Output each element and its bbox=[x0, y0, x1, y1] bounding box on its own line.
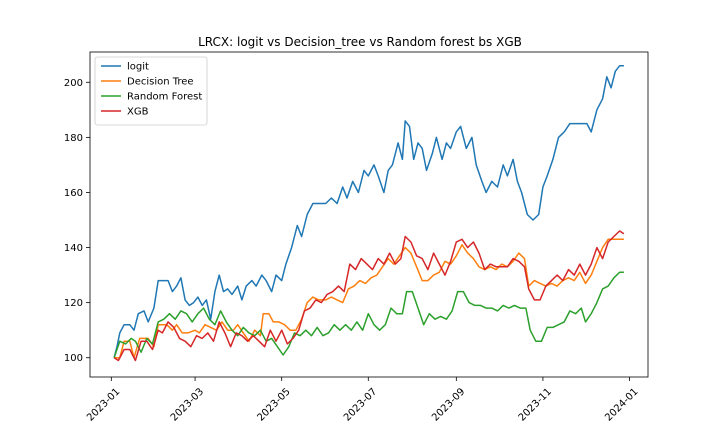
y-tick-label: 160 bbox=[64, 188, 83, 199]
legend-label: logit bbox=[127, 62, 149, 73]
legend-label: Random Forest bbox=[127, 92, 202, 103]
plot-frame bbox=[89, 51, 649, 378]
chart-title: LRCX: logit vs Decision_tree vs Random f… bbox=[198, 35, 522, 49]
x-tick-label: 2023-11 bbox=[517, 386, 554, 423]
series-line-xgb bbox=[113, 230, 625, 362]
series-line-decision-tree bbox=[114, 238, 624, 359]
x-tick-label: 2023-03 bbox=[169, 386, 206, 423]
series-line-random-forest bbox=[113, 271, 624, 358]
y-axis: 100 120 140 160 180 200 bbox=[64, 78, 90, 364]
legend: logit Decision Tree Random Forest XGB bbox=[94, 56, 208, 126]
x-tick-label: 2023-05 bbox=[255, 386, 292, 423]
legend-box bbox=[94, 56, 208, 126]
series-line-logit bbox=[113, 65, 624, 358]
y-tick-label: 180 bbox=[64, 133, 83, 144]
x-tick-label: 2024-01 bbox=[603, 386, 640, 423]
y-tick-label: 200 bbox=[64, 78, 83, 89]
x-axis: 2023-01 2023-03 2023-05 2023-07 2023-09 2023-… bbox=[85, 377, 641, 424]
series-layer bbox=[113, 65, 625, 362]
x-tick-label: 2023-01 bbox=[85, 386, 122, 423]
legend-label: Decision Tree bbox=[127, 77, 194, 88]
y-tick-label: 100 bbox=[64, 353, 83, 364]
y-tick-label: 120 bbox=[64, 298, 83, 309]
legend-label: XGB bbox=[127, 107, 149, 118]
y-tick-label: 140 bbox=[64, 243, 83, 254]
x-tick-label: 2023-09 bbox=[430, 386, 467, 423]
x-tick-label: 2023-07 bbox=[342, 386, 379, 423]
